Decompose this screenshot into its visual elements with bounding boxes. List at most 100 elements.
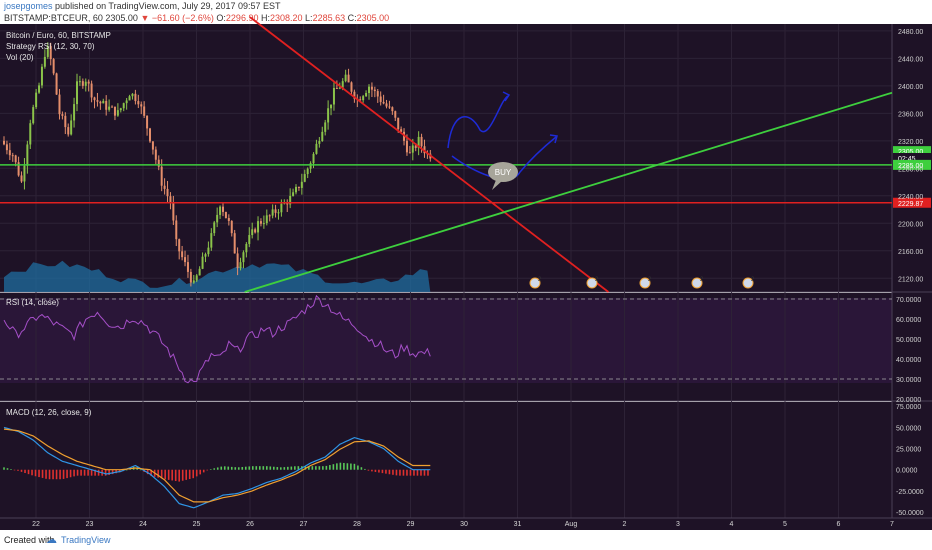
macd-indicator [3,426,431,509]
macd-histogram-bar [392,469,394,475]
candle-body [324,122,327,132]
footer-brand[interactable]: TradingView [61,535,111,545]
candle-body [5,144,8,151]
candle-body [128,96,131,101]
candle-body [70,120,73,135]
macd-histogram-bar [353,463,356,470]
macd-tick-label: 75.0000 [896,404,921,411]
event-marker-icon [586,277,598,289]
macd-histogram-bar [402,469,405,476]
time-tick-label: 22 [32,521,40,528]
macd-histogram-bar [378,469,380,473]
candle-body [332,87,335,105]
close-value: 2305.00 [356,13,390,23]
candle-body [420,136,423,147]
candle-body [236,253,239,269]
candle-body [338,87,341,89]
macd-histogram-bar [329,465,331,470]
macd-histogram-bar [66,469,68,479]
candle-body [49,46,52,60]
macd-histogram-bar [139,469,142,471]
macd-histogram-bar [311,466,314,470]
candle-body [189,271,192,283]
candle-body [143,106,146,116]
symbol-label: BITSTAMP:BTCEUR, 60 [4,13,103,23]
rsi-tick-label: 60.0000 [896,317,921,324]
candle-body [350,82,353,92]
candle-body [239,262,242,269]
buy-bubble-tail [492,180,502,190]
macd-histogram-bar [76,469,79,476]
macd-histogram-bar [322,466,324,470]
candle-body [3,140,5,145]
candle-body [29,123,32,145]
candle-body [166,188,169,197]
candle-body [119,108,122,111]
time-axis-bg [0,518,932,530]
candle-body [160,166,163,186]
rsi-tick-label: 70.0000 [896,297,921,304]
candle-body [242,252,245,263]
author-link[interactable]: josepgomes [4,1,53,11]
rsi-indicator [0,294,892,384]
candle-body [76,81,78,105]
projection-arrow-right [451,136,557,180]
candle-body [131,93,134,97]
macd-histogram-bar [280,467,282,470]
red-trend-line [249,16,609,293]
candle-body [295,186,297,193]
candle-body [81,81,84,86]
header-bar: josepgomes published on TradingView.com,… [0,0,932,24]
legend-strategy: Strategy RSI (12, 30, 70) [6,42,95,51]
last-price: 2305.00 [105,13,138,23]
candle-body [414,145,417,149]
candle-body [405,140,408,153]
candle-body [154,149,157,160]
macd-histogram-bar [269,466,272,470]
macd-histogram-bar [52,469,54,480]
price-tick-label: 2240.00 [898,194,923,201]
high-value: 2308.20 [269,13,303,23]
candle-body [55,73,58,95]
event-count: 2 [700,277,704,283]
event-count: 2 [751,277,755,283]
high-label: H: [260,13,270,23]
time-tick-label: 4 [730,521,734,528]
macd-histogram-bar [48,469,51,480]
candle-body [204,254,207,257]
candle-body [303,174,306,182]
time-tick-label: 28 [353,521,361,528]
candle-body [61,114,64,116]
event-count: 2 [648,277,652,283]
time-tick-label: 3 [676,521,680,528]
countdown-badge-bg [893,153,931,163]
buy-callout[interactable]: BUY [488,162,518,190]
candle-body [192,280,195,283]
time-tick-label: 30 [460,521,468,528]
macd-histogram-bar [94,469,96,476]
legend-rsi: RSI (14, close) [6,298,59,307]
candle-body [140,104,143,107]
candle-body [87,81,90,84]
candle-body [408,152,411,154]
macd-histogram-bar [336,463,338,470]
candle-body [184,257,187,263]
candle-body [315,143,318,154]
macd-histogram-bar [97,469,100,476]
macd-histogram-bar [360,467,363,470]
candle-body [186,262,189,272]
candle-body [146,115,149,129]
candle-body [347,74,350,83]
macd-histogram-bar [80,469,82,476]
candle-body [262,223,265,225]
candle-body [172,203,175,221]
legend-title: Bitcoin / Euro, 60, BITSTAMP [6,31,111,40]
macd-histogram-bar [357,465,359,470]
price-tick-label: 2160.00 [898,249,923,256]
price-tick-label: 2480.00 [898,29,923,36]
rsi-tick-label: 40.0000 [896,357,921,364]
macd-histogram-bar [283,467,286,470]
candle-body [227,218,230,221]
candle-body [388,106,391,108]
